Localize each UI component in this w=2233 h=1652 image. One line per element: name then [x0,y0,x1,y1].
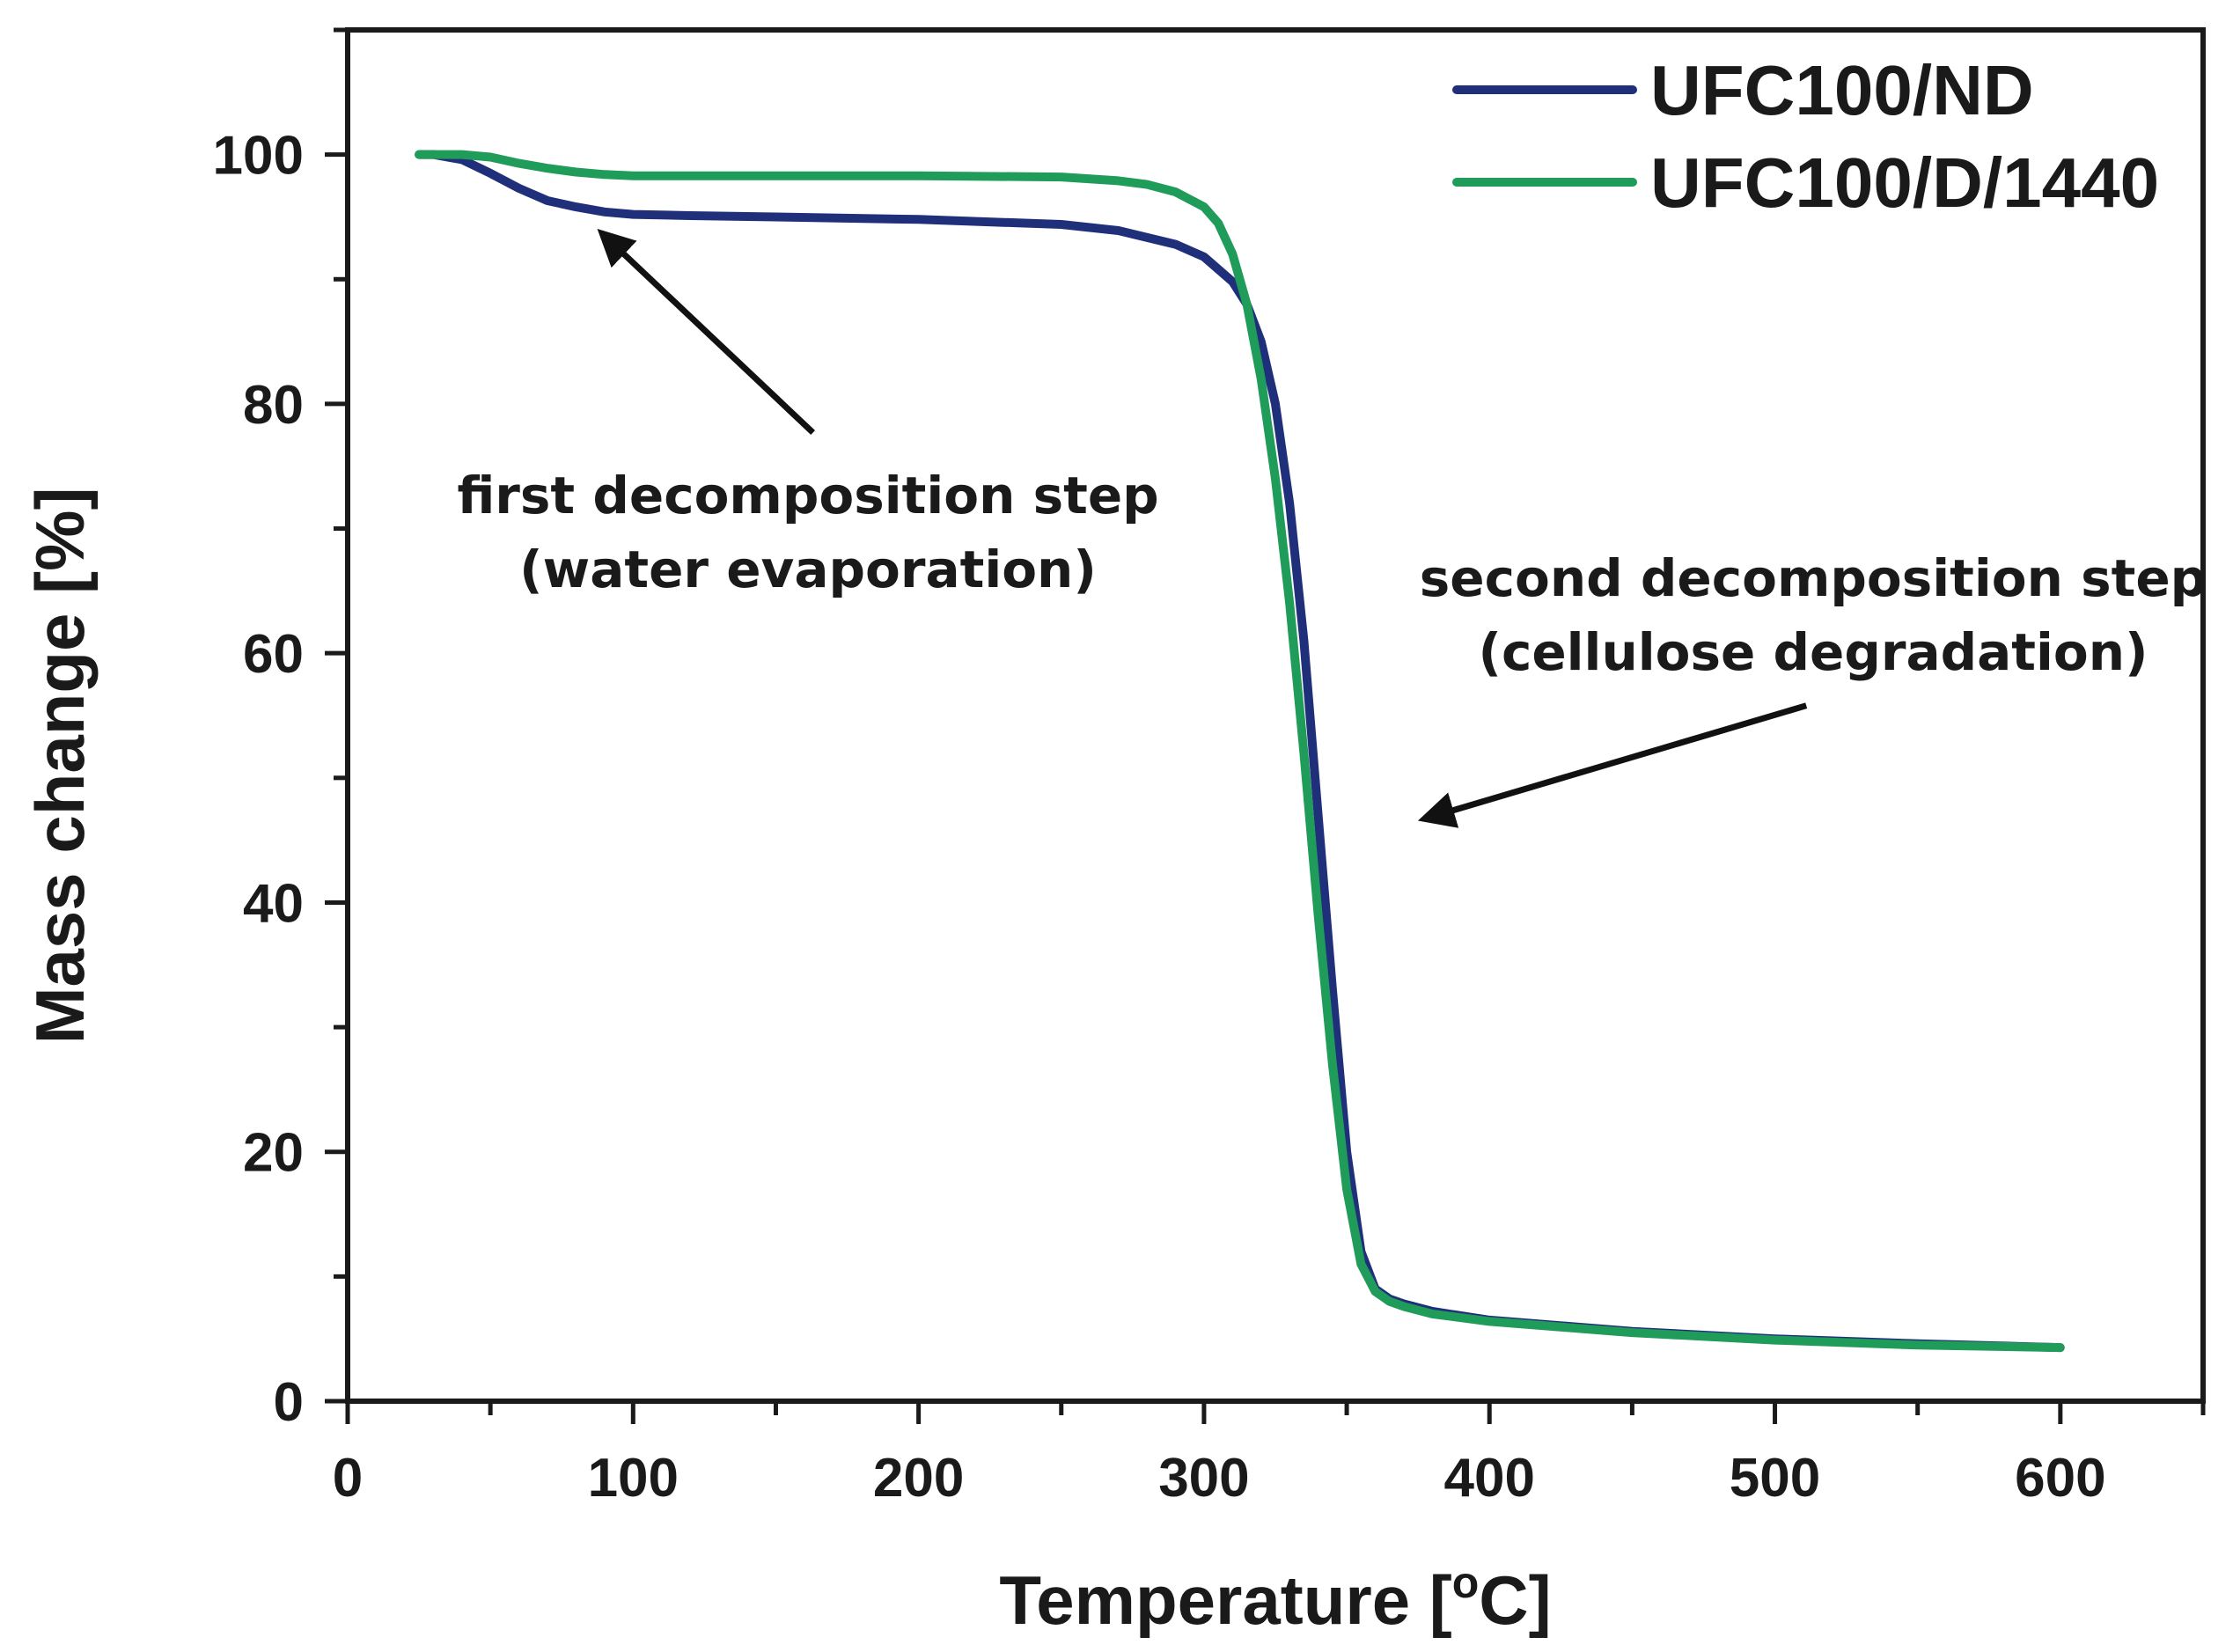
plot-frame [345,27,2206,1404]
y-tick-label: 0 [274,1372,304,1433]
y-tick-label: 100 [213,126,304,187]
annotation-arrow [1417,702,1808,828]
x-axis-ticks: 0 100 200 300 400 500 600 [333,1401,2206,1509]
y-tick-label: 20 [243,1123,304,1184]
annotation-text: (cellulose degradation) [1478,622,2148,682]
series-line-ufc100-nd [415,150,2065,1353]
x-axis-title: Temperature [oC] [999,1558,1551,1639]
x-tick-label: 600 [2015,1448,2105,1509]
x-tick-label: 400 [1444,1448,1535,1509]
annotation-text: first decomposition step [457,466,1158,525]
annotation-arrow [597,229,816,436]
x-tick-label: 200 [873,1448,964,1509]
legend-label-ufc100-nd: UFC100/ND [1650,51,2034,129]
annotation-text: second decomposition step [1420,548,2207,608]
legend-label-ufc100-d-1440: UFC100/D/1440 [1650,143,2159,222]
x-tick-label: 100 [588,1448,679,1509]
degree-superscript: o [1452,1558,1480,1607]
y-axis-ticks: 0 20 40 60 80 100 [213,27,348,1433]
y-tick-label: 80 [243,375,304,436]
x-tick-label: 0 [333,1448,363,1509]
x-tick-label: 300 [1158,1448,1249,1509]
annotation-layer: first decomposition step (water evaporati… [457,229,2207,828]
legend: UFC100/ND UFC100/D/1440 [1452,51,2159,222]
y-tick-label: 60 [243,624,304,685]
series-line-ufc100-d-1440 [415,150,2065,1353]
y-axis-title: Mass change [%] [21,488,99,1045]
x-tick-label: 500 [1730,1448,1820,1509]
y-tick-label: 40 [243,873,304,934]
series-layer [415,150,2065,1353]
annotation-text: (water evaporation) [519,540,1097,599]
